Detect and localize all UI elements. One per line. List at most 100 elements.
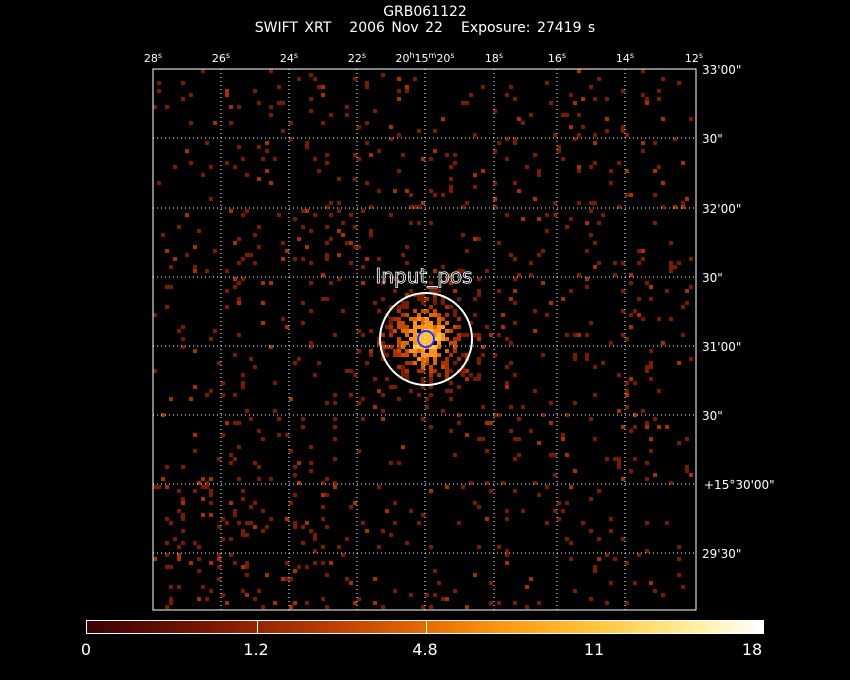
count-pixel: [285, 325, 289, 329]
count-pixel: [293, 521, 297, 525]
count-pixel: [421, 605, 425, 609]
count-pixel: [281, 317, 285, 321]
count-pixel: [233, 241, 237, 245]
count-pixel: [461, 269, 465, 273]
colorbar-label-1: 1.2: [243, 640, 269, 659]
count-pixel: [617, 373, 621, 377]
count-pixel: [361, 281, 365, 285]
count-pixel: [277, 433, 281, 437]
count-pixel: [445, 321, 449, 325]
count-pixel: [497, 413, 501, 417]
count-pixel: [513, 137, 517, 141]
count-pixel: [241, 529, 245, 533]
count-pixel: [285, 561, 289, 565]
count-pixel: [401, 301, 405, 305]
count-pixel: [509, 297, 513, 301]
count-pixel: [393, 289, 397, 293]
count-pixel: [413, 333, 417, 337]
colorbar-tick: [257, 621, 258, 633]
count-pixel: [681, 585, 685, 589]
count-pixel: [349, 261, 353, 265]
count-pixel: [421, 381, 425, 385]
count-pixel: [329, 213, 333, 217]
count-pixel: [533, 481, 537, 485]
ra-axis-labels: 28s 26s 24s 22s 20h15m20s 18s 16s 14s 12s: [144, 51, 703, 65]
count-pixel: [521, 509, 525, 513]
count-pixel: [413, 337, 417, 341]
count-pixel: [373, 109, 377, 113]
count-pixel: [269, 345, 273, 349]
count-pixel: [261, 509, 265, 513]
count-pixel: [169, 601, 173, 605]
ra-tick-label: 16s: [548, 51, 566, 65]
count-pixel: [601, 361, 605, 365]
count-pixel: [489, 333, 493, 337]
count-pixel: [237, 297, 241, 301]
count-pixel: [609, 341, 613, 345]
count-pixel: [513, 301, 517, 305]
count-pixel: [453, 341, 457, 345]
count-pixel: [253, 501, 257, 505]
count-pixel: [685, 469, 689, 473]
count-pixel: [393, 353, 397, 357]
count-pixel: [449, 429, 453, 433]
count-pixel: [593, 437, 597, 441]
count-pixel: [209, 489, 213, 493]
count-pixel: [209, 477, 213, 481]
count-pixel: [517, 189, 521, 193]
count-pixel: [513, 97, 517, 101]
count-pixel: [389, 333, 393, 337]
count-pixel: [457, 269, 461, 273]
count-pixel: [445, 313, 449, 317]
count-pixel: [389, 461, 393, 465]
count-pixel: [301, 525, 305, 529]
count-pixel: [537, 173, 541, 177]
count-pixel: [537, 601, 541, 605]
count-pixel: [681, 305, 685, 309]
count-pixel: [165, 541, 169, 545]
count-pixel: [177, 225, 181, 229]
count-pixel: [433, 329, 437, 333]
count-pixel: [277, 417, 281, 421]
count-pixel: [257, 101, 261, 105]
count-pixel: [529, 261, 533, 265]
count-pixel: [333, 333, 337, 337]
count-pixel: [289, 121, 293, 125]
count-pixel: [353, 177, 357, 181]
count-pixel: [441, 117, 445, 121]
count-pixel: [177, 509, 181, 513]
count-pixel: [425, 325, 429, 329]
count-pixel: [529, 577, 533, 581]
count-pixel: [169, 565, 173, 569]
count-pixel: [569, 125, 573, 129]
count-pixel: [421, 417, 425, 421]
count-pixel: [393, 189, 397, 193]
count-pixel: [261, 321, 265, 325]
count-pixel: [449, 341, 453, 345]
count-pixel: [377, 149, 381, 153]
dec-axis-labels: 33'00" 30" 32'00" 30" 31'00" 30" +15°30'00" 29'…: [702, 63, 775, 561]
count-pixel: [217, 525, 221, 529]
count-pixel: [461, 333, 465, 337]
count-pixel: [361, 209, 365, 213]
count-pixel: [357, 329, 361, 333]
count-pixel: [645, 425, 649, 429]
count-pixel: [481, 353, 485, 357]
count-pixel: [361, 333, 365, 337]
count-pixel: [297, 565, 301, 569]
count-pixel: [213, 249, 217, 253]
count-pixel: [421, 357, 425, 361]
count-pixel: [537, 493, 541, 497]
count-pixel: [201, 485, 205, 489]
count-pixel: [469, 93, 473, 97]
count-pixel: [269, 517, 273, 521]
count-pixel: [321, 517, 325, 521]
count-pixel: [393, 317, 397, 321]
count-pixel: [257, 145, 261, 149]
count-pixel: [445, 485, 449, 489]
count-pixel: [457, 421, 461, 425]
count-pixel: [365, 85, 369, 89]
count-pixel: [473, 501, 477, 505]
count-pixel: [193, 269, 197, 273]
count-pixel: [473, 377, 477, 381]
